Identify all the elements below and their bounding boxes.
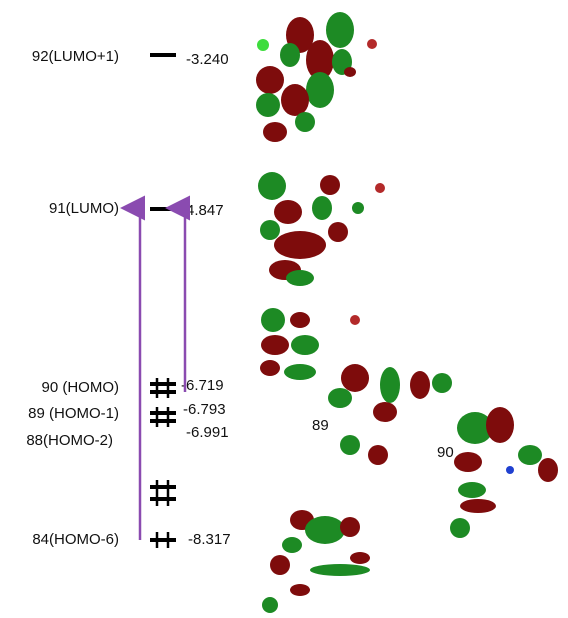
orbital-90 — [450, 407, 558, 538]
level-label: 92(LUMO+1) — [32, 48, 119, 65]
level-energy: -4.847 — [181, 202, 224, 219]
levels — [150, 55, 176, 540]
level-label: 88(HOMO-2) — [26, 432, 113, 449]
level-label: 91(LUMO) — [49, 200, 119, 217]
level-energy: -3.240 — [186, 51, 229, 68]
mo-diagram: 92(LUMO+1) -3.240 91(LUMO) -4.847 90 (HO… — [0, 0, 568, 618]
level-energy: -8.317 — [188, 531, 231, 548]
level-label: 89 (HOMO-1) — [28, 405, 119, 422]
level-energy: -6.991 — [186, 424, 229, 441]
orbital-label: 89 — [312, 417, 329, 434]
orbital-92 — [256, 12, 377, 142]
level-energy: -6.793 — [183, 401, 226, 418]
level-label: 84(HOMO-6) — [32, 531, 119, 548]
level-energy: -6.719 — [181, 377, 224, 394]
orbital-89 — [328, 364, 452, 465]
electrons — [157, 378, 168, 548]
orbital-91 — [258, 172, 385, 286]
orbital-label: 90 — [437, 444, 454, 461]
orbital-84 — [262, 510, 370, 613]
level-label: 90 (HOMO) — [41, 379, 119, 396]
